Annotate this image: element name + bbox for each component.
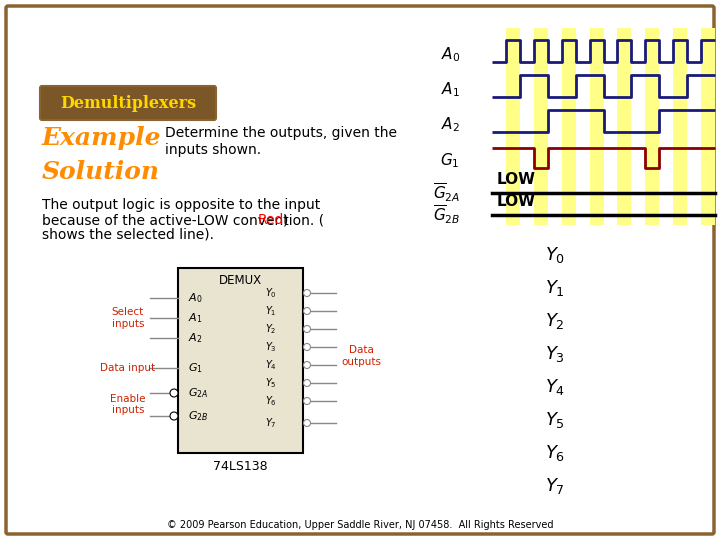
Circle shape: [304, 307, 310, 314]
Text: $G_{2B}$: $G_{2B}$: [188, 409, 208, 423]
Text: © 2009 Pearson Education, Upper Saddle River, NJ 07458.  All Rights Reserved: © 2009 Pearson Education, Upper Saddle R…: [167, 520, 553, 530]
Text: $A_0$: $A_0$: [441, 46, 460, 64]
Text: $Y_1$: $Y_1$: [265, 304, 276, 318]
Circle shape: [304, 420, 310, 427]
Circle shape: [304, 326, 310, 333]
Text: $\overline{G}_{2A}$: $\overline{G}_{2A}$: [433, 182, 460, 204]
Text: Example: Example: [42, 126, 161, 150]
Text: $A_2$: $A_2$: [188, 331, 202, 345]
Bar: [506, 28, 520, 225]
Text: Red: Red: [258, 213, 284, 227]
Text: $Y_6$: $Y_6$: [545, 443, 565, 463]
Text: Data
outputs: Data outputs: [341, 345, 381, 367]
Text: LOW: LOW: [497, 172, 536, 187]
Text: $Y_4$: $Y_4$: [545, 377, 565, 397]
Text: $Y_0$: $Y_0$: [545, 245, 565, 265]
Text: $Y_3$: $Y_3$: [265, 340, 276, 354]
Text: ): ): [283, 213, 289, 227]
Text: $Y_3$: $Y_3$: [545, 344, 565, 364]
Circle shape: [170, 412, 178, 420]
Circle shape: [304, 380, 310, 387]
Circle shape: [170, 389, 178, 397]
FancyBboxPatch shape: [40, 86, 216, 120]
Text: $A_1$: $A_1$: [188, 311, 202, 325]
Text: Select
inputs: Select inputs: [112, 307, 144, 329]
FancyBboxPatch shape: [6, 6, 714, 534]
Text: Data input: Data input: [100, 363, 156, 373]
Text: $A_0$: $A_0$: [188, 291, 202, 305]
Circle shape: [304, 289, 310, 296]
Circle shape: [304, 343, 310, 350]
Bar: [562, 28, 575, 225]
Text: LOW: LOW: [497, 194, 536, 209]
Text: because of the active-LOW convention. (: because of the active-LOW convention. (: [42, 213, 324, 227]
Text: The output logic is opposite to the input: The output logic is opposite to the inpu…: [42, 198, 320, 212]
Bar: [645, 28, 660, 225]
Text: $Y_2$: $Y_2$: [265, 322, 276, 336]
Text: Demultiplexers: Demultiplexers: [60, 94, 196, 111]
Text: $A_2$: $A_2$: [441, 116, 460, 134]
Text: Solution: Solution: [42, 160, 160, 184]
Bar: [618, 28, 631, 225]
Bar: [590, 28, 603, 225]
Text: $G_1$: $G_1$: [188, 361, 203, 375]
Text: shows the selected line).: shows the selected line).: [42, 228, 214, 242]
Text: DEMUX: DEMUX: [219, 273, 262, 287]
Text: $Y_2$: $Y_2$: [545, 311, 564, 331]
Text: $Y_6$: $Y_6$: [265, 394, 277, 408]
Text: Determine the outputs, given the: Determine the outputs, given the: [165, 126, 397, 140]
Bar: [534, 28, 548, 225]
Circle shape: [304, 397, 310, 404]
Text: $Y_4$: $Y_4$: [265, 358, 277, 372]
Text: $A_1$: $A_1$: [441, 80, 460, 99]
Text: $Y_7$: $Y_7$: [545, 476, 565, 496]
Text: $Y_7$: $Y_7$: [265, 416, 276, 430]
Text: Enable
inputs: Enable inputs: [110, 394, 145, 415]
Text: $Y_0$: $Y_0$: [265, 286, 277, 300]
Text: $Y_5$: $Y_5$: [265, 376, 276, 390]
Circle shape: [304, 361, 310, 368]
Text: inputs shown.: inputs shown.: [165, 143, 261, 157]
Bar: [701, 28, 715, 225]
Bar: [178, 268, 303, 453]
Text: $Y_1$: $Y_1$: [545, 278, 565, 298]
Text: 74LS138: 74LS138: [213, 461, 268, 474]
Text: $Y_5$: $Y_5$: [545, 410, 565, 430]
Text: $G_1$: $G_1$: [441, 152, 460, 170]
Bar: [673, 28, 687, 225]
Text: $\overline{G}_{2B}$: $\overline{G}_{2B}$: [433, 204, 460, 226]
Text: $G_{2A}$: $G_{2A}$: [188, 386, 208, 400]
